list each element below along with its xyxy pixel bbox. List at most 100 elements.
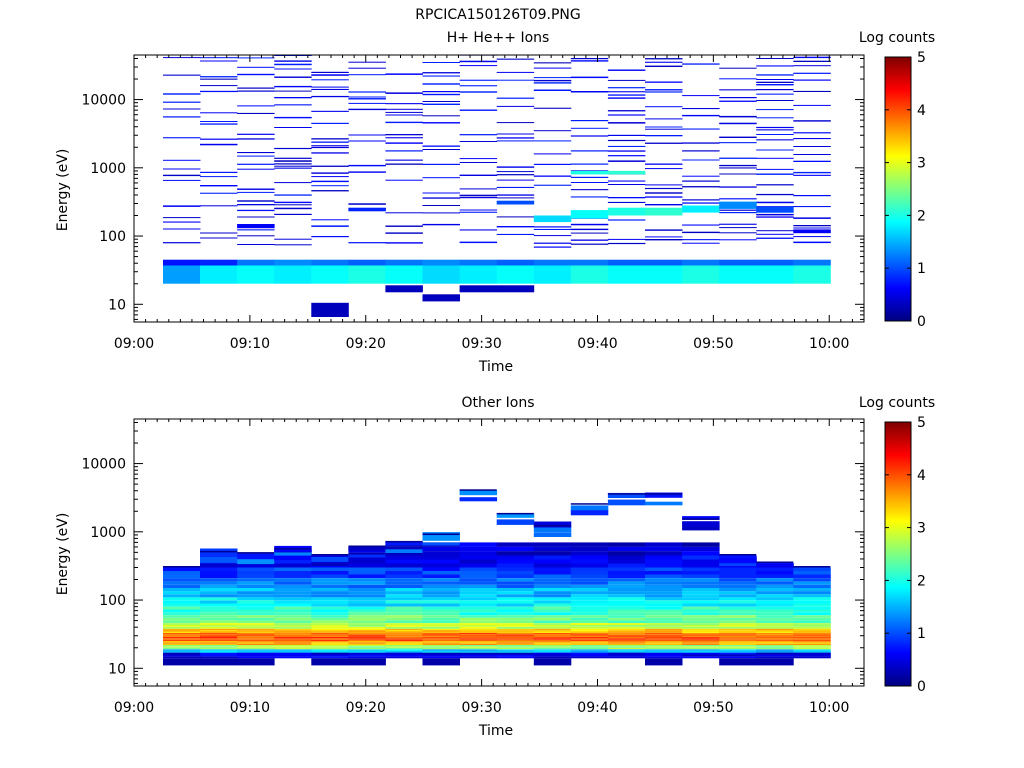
heatmap-cell — [163, 574, 201, 578]
heatmap-cell — [607, 219, 646, 221]
heatmap-cell — [422, 628, 460, 631]
heatmap-cell — [200, 78, 238, 80]
heatmap-cell — [607, 646, 646, 648]
heatmap-cell — [533, 638, 572, 640]
heatmap-cell — [756, 654, 794, 657]
heatmap-cell — [645, 609, 683, 613]
heatmap-cell — [422, 584, 460, 588]
heatmap-cell — [682, 175, 720, 177]
heatmap-cell — [237, 639, 275, 642]
heatmap-cell — [496, 512, 534, 515]
heatmap-cell — [496, 646, 535, 648]
heatmap-cell — [274, 60, 312, 62]
heatmap-cell — [756, 591, 794, 595]
heatmap-cell — [311, 225, 349, 227]
heatmap-cell — [682, 597, 720, 601]
heatmap-cell — [163, 242, 201, 244]
heatmap-cell — [570, 542, 609, 547]
heatmap-cell — [237, 617, 275, 621]
heatmap-cell — [719, 603, 757, 607]
heatmap-cell — [348, 554, 386, 558]
heatmap-cell — [682, 600, 720, 604]
heatmap-cell — [682, 650, 720, 652]
heatmap-cell — [311, 628, 349, 631]
heatmap-cell — [645, 623, 683, 625]
heatmap-cell — [385, 212, 423, 214]
heatmap-cell — [385, 578, 423, 582]
heatmap-cell — [274, 238, 312, 240]
heatmap-cell — [533, 651, 572, 653]
heatmap-cell — [682, 656, 720, 659]
heatmap-cell — [719, 630, 757, 632]
heatmap-cell — [756, 597, 794, 601]
heatmap-cell — [645, 239, 683, 241]
heatmap-cell — [756, 129, 794, 131]
heatmap-cell — [274, 623, 312, 625]
heatmap-cell — [756, 173, 794, 175]
heatmap-cell — [385, 656, 423, 659]
heatmap-cell — [385, 654, 423, 657]
heatmap-cell — [385, 92, 423, 94]
colorbar-label: Log counts — [859, 395, 935, 411]
heatmap-cell — [719, 571, 757, 575]
heatmap-cell — [756, 571, 794, 575]
heatmap-cell — [385, 628, 423, 631]
heatmap-cell — [607, 584, 646, 588]
heatmap-cell — [274, 643, 312, 645]
heatmap-cell — [682, 594, 720, 598]
heatmap-cell — [274, 600, 312, 604]
heatmap-cell — [311, 145, 349, 147]
heatmap-cell — [682, 578, 720, 582]
heatmap-cell — [682, 574, 720, 578]
heatmap-cell — [311, 642, 349, 644]
heatmap-cell — [422, 574, 460, 578]
heatmap-cell — [496, 631, 535, 633]
heatmap-cell — [682, 636, 720, 639]
heatmap-cell — [607, 145, 646, 147]
heatmap-cell — [570, 646, 609, 648]
heatmap-cell — [200, 237, 238, 239]
heatmap-cell — [645, 501, 683, 506]
heatmap-cell — [237, 87, 275, 89]
heatmap-cell — [682, 612, 720, 616]
heatmap-cell — [422, 652, 460, 655]
heatmap-cell — [459, 559, 498, 564]
heatmap-cell — [348, 644, 386, 647]
heatmap-cell — [163, 116, 201, 118]
colorbar-tick-label: 1 — [917, 261, 926, 277]
heatmap-cell — [237, 638, 275, 640]
heatmap-cell — [793, 639, 831, 642]
x-tick-label: 09:20 — [346, 700, 386, 716]
heatmap-cell — [385, 137, 423, 139]
y-tick-label: 10 — [108, 661, 126, 677]
heatmap-cell — [237, 105, 275, 107]
heatmap-cell — [496, 546, 535, 552]
heatmap-cell — [682, 546, 720, 552]
heatmap-cell — [348, 164, 386, 167]
heatmap-cell — [459, 643, 498, 645]
heatmap-cell — [163, 639, 201, 642]
heatmap-cell — [719, 594, 757, 598]
heatmap-cell — [756, 578, 794, 582]
x-tick-label: 10:00 — [809, 336, 849, 352]
heatmap-cell — [348, 171, 386, 173]
heatmap-cell — [311, 600, 349, 604]
heatmap-cell — [385, 624, 423, 627]
heatmap-cell — [459, 652, 498, 655]
heatmap-cell — [756, 84, 794, 86]
heatmap-cell — [682, 620, 720, 623]
heatmap-cell — [274, 615, 312, 618]
heatmap-cell — [237, 603, 275, 607]
heatmap-cell — [756, 184, 794, 186]
heatmap-cell — [645, 567, 683, 571]
heatmap-cell — [607, 612, 646, 616]
x-axis-label: Time — [478, 723, 513, 739]
heatmap-cell — [200, 620, 238, 623]
heatmap-cell — [570, 559, 609, 564]
heatmap-cell — [682, 559, 720, 564]
heatmap-cell — [533, 630, 572, 632]
heatmap-cell — [200, 656, 238, 659]
heatmap-cell — [645, 626, 683, 629]
heatmap-cell — [163, 643, 201, 645]
heatmap-cell — [533, 578, 572, 582]
